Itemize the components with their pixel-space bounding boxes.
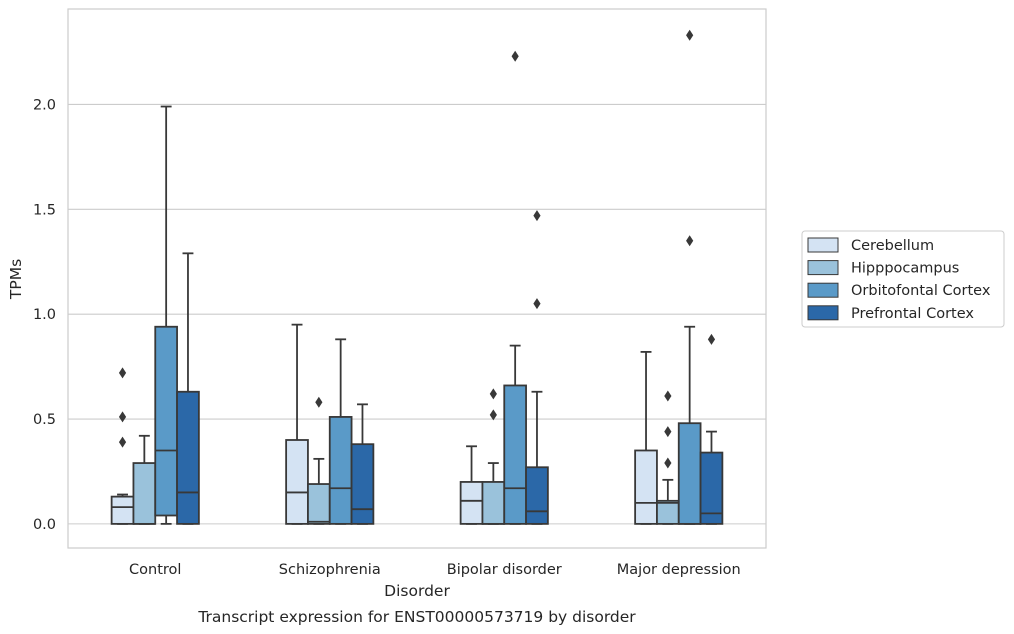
box-2-3 — [677, 29, 702, 525]
x-axis-label: Disorder — [384, 582, 450, 600]
box-body — [481, 481, 506, 525]
box-3-1 — [350, 403, 375, 525]
box-1-3 — [656, 390, 680, 525]
x-tick-label: Schizophrenia — [279, 562, 381, 578]
outlier-point — [118, 411, 127, 423]
outlier-point — [315, 396, 323, 408]
x-tick-label: Control — [129, 562, 181, 578]
box-body — [503, 384, 527, 525]
box-3-0 — [176, 252, 200, 525]
box-body — [459, 481, 484, 525]
outlier-point — [664, 390, 672, 402]
box-0-2 — [459, 445, 484, 525]
legend-swatch — [807, 305, 839, 321]
plot-frame — [67, 8, 767, 549]
box-body — [656, 499, 680, 525]
box-series — [110, 29, 724, 525]
box-body — [176, 390, 200, 525]
box-3-2 — [525, 210, 549, 525]
y-tick-label: 1.0 — [33, 307, 56, 323]
box-2-2 — [503, 50, 527, 525]
x-tick-label: Bipolar disorder — [447, 562, 562, 578]
legend: Cerebellum Hipppocampus Orbitofontal Corte… — [801, 230, 1005, 328]
box-3-3 — [699, 333, 724, 525]
legend-label: Prefrontal Cortex — [851, 306, 974, 322]
legend-frame — [801, 230, 1005, 328]
y-tick-label: 2.0 — [33, 97, 56, 113]
box-body — [154, 325, 178, 517]
y-tick-label: 1.5 — [33, 202, 56, 218]
chart-caption: Transcript expression for ENST0000057371… — [197, 608, 636, 626]
box-0-1 — [285, 323, 309, 525]
outlier-point — [118, 436, 127, 448]
legend-label: Cerebellum — [851, 238, 934, 254]
box-body — [285, 439, 309, 525]
box-body — [110, 495, 135, 525]
outlier-point — [686, 235, 694, 247]
y-tick-labels: 0.0 0.5 1.0 1.5 2.0 — [33, 97, 56, 532]
box-body — [132, 462, 157, 525]
legend-swatch — [807, 260, 839, 276]
box-body — [525, 466, 549, 525]
box-2-1 — [328, 338, 353, 525]
y-axis-label: TPMs — [7, 259, 25, 300]
box-1-2 — [481, 388, 506, 525]
outlier-point — [533, 298, 541, 310]
legend-label: Hipppocampus — [851, 261, 959, 277]
outlier-point — [489, 388, 497, 400]
outlier-point — [533, 210, 541, 222]
y-tick-label: 0.5 — [33, 412, 56, 428]
y-tick-label: 0.0 — [33, 517, 56, 533]
box-body — [350, 443, 375, 525]
box-body — [307, 483, 331, 525]
legend-swatch — [807, 237, 839, 253]
outlier-point — [489, 409, 497, 421]
box-body — [634, 449, 658, 525]
outlier-point — [707, 333, 716, 345]
x-tick-labels: Control Schizophrenia Bipolar disorder Majo… — [129, 562, 741, 578]
box-body — [677, 422, 702, 525]
box-1-0 — [132, 434, 157, 525]
box-2-0 — [154, 105, 178, 525]
box-1-1 — [307, 396, 331, 525]
outlier-point — [511, 50, 519, 62]
legend-swatch — [807, 282, 839, 298]
box-0-3 — [634, 351, 658, 525]
box-body — [328, 416, 353, 525]
legend-label: Orbitofontal Cortex — [851, 283, 991, 299]
outlier-point — [664, 457, 672, 469]
x-tick-label: Major depression — [617, 562, 741, 578]
outlier-point — [686, 29, 694, 41]
box-0-0 — [110, 367, 135, 525]
outlier-point — [118, 367, 127, 379]
box-body — [699, 451, 724, 525]
outlier-point — [664, 426, 672, 438]
